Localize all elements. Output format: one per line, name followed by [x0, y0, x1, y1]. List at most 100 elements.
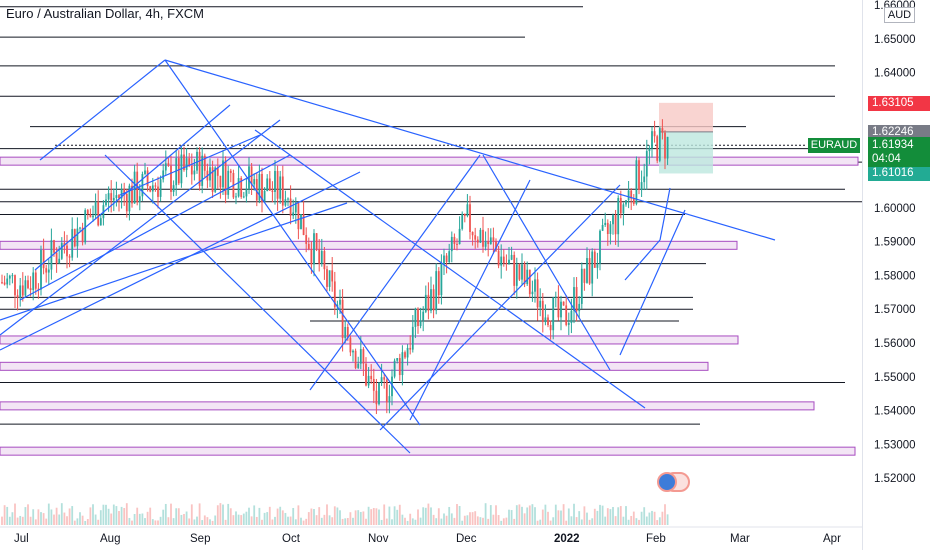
volume-bar [505, 517, 508, 525]
volume-bar [482, 517, 484, 525]
volume-bar [492, 514, 495, 525]
candle-body [255, 179, 258, 201]
candle-body [45, 268, 48, 273]
candle-body [240, 178, 243, 197]
volume-bar [352, 517, 354, 525]
candle-body [476, 239, 479, 243]
volume-bar [383, 504, 386, 525]
candle-body [622, 204, 625, 214]
volume-bar [430, 507, 432, 525]
candle-body [190, 165, 193, 175]
volume-bar [60, 503, 63, 525]
candle-body [123, 188, 126, 194]
volume-bar [58, 514, 61, 525]
volume-bar [518, 504, 521, 525]
volume-bar [229, 508, 232, 525]
volume-bar [484, 503, 487, 525]
candle-body [549, 325, 552, 331]
candle-body [515, 264, 518, 286]
candle-body [354, 350, 357, 368]
candle-body [94, 202, 97, 216]
candle-body [367, 375, 370, 386]
volume-bar [372, 508, 375, 525]
candle-body [274, 170, 276, 192]
volume-bar [609, 509, 612, 525]
candle-body [562, 301, 565, 306]
volume-bar [406, 520, 409, 525]
candle-body [40, 250, 42, 290]
candle-body [487, 241, 490, 245]
volume-bar [53, 514, 55, 525]
candle-body [539, 300, 542, 308]
candle-body [131, 185, 133, 204]
time-axis-labels: Jul Aug Sep Oct Nov Dec 2022 Feb Mar Apr [0, 526, 862, 545]
candle-body [463, 213, 466, 216]
volume-bar [357, 510, 360, 525]
candle-body [445, 255, 448, 263]
volume-bar [55, 507, 58, 525]
volume-bar [630, 515, 633, 525]
volume-bar [497, 515, 500, 525]
candle-body [417, 308, 419, 327]
candle-body [437, 271, 440, 296]
candle-body [211, 167, 214, 192]
volume-bar [214, 515, 217, 525]
candle-body [479, 229, 482, 243]
volume-bar [565, 520, 568, 525]
candle-body [307, 243, 310, 250]
zone-rect [0, 361, 709, 371]
zone-rect [0, 156, 859, 166]
volume-bar [411, 518, 414, 525]
currency-label[interactable]: AUD [884, 7, 915, 23]
candle-body [557, 296, 560, 318]
volume-bar [570, 516, 573, 525]
candle-body [47, 269, 50, 273]
volume-bar [63, 512, 66, 525]
candle-body [6, 278, 9, 285]
time-axis-label: 2022 [554, 533, 580, 545]
candle-body [154, 185, 157, 187]
volume-bar [562, 504, 565, 525]
candle-body [42, 250, 45, 269]
candle-body [502, 256, 505, 264]
candle-body [164, 163, 167, 171]
volume-bar [232, 515, 235, 525]
volume-bar [453, 517, 456, 525]
candle-body [378, 382, 380, 405]
trendline [119, 134, 261, 196]
candle-body [565, 305, 568, 325]
volume-bar [619, 506, 622, 525]
candle-body [333, 281, 336, 308]
volume-bar [596, 510, 599, 525]
candle-body [279, 176, 282, 199]
volume-bar [331, 517, 334, 525]
candle-body [359, 349, 362, 364]
volume-bar [24, 507, 27, 525]
volume-bar [216, 505, 219, 525]
candle-body [242, 196, 245, 198]
candle-body [349, 337, 352, 353]
candle-body [495, 241, 497, 251]
volume-bar [198, 503, 201, 525]
candle-body [133, 171, 136, 204]
economic-event-icon[interactable] [657, 472, 677, 492]
candle-body [619, 197, 622, 214]
volume-bar [466, 515, 469, 525]
candle-body [318, 249, 321, 264]
volume-bar [8, 516, 11, 525]
volume-bar [601, 505, 604, 525]
candle-body [370, 375, 373, 379]
candle-body [261, 173, 263, 203]
candle-body [219, 175, 222, 188]
trendline [254, 129, 646, 409]
candle-body [398, 358, 401, 376]
volume-bar [617, 507, 620, 525]
candle-body [505, 263, 508, 265]
candle-body [128, 185, 131, 212]
volume-bar [112, 504, 115, 525]
volume-bar [164, 503, 167, 525]
candle-body [541, 300, 544, 323]
volume-bar [128, 517, 131, 525]
volume-bar [14, 503, 16, 525]
